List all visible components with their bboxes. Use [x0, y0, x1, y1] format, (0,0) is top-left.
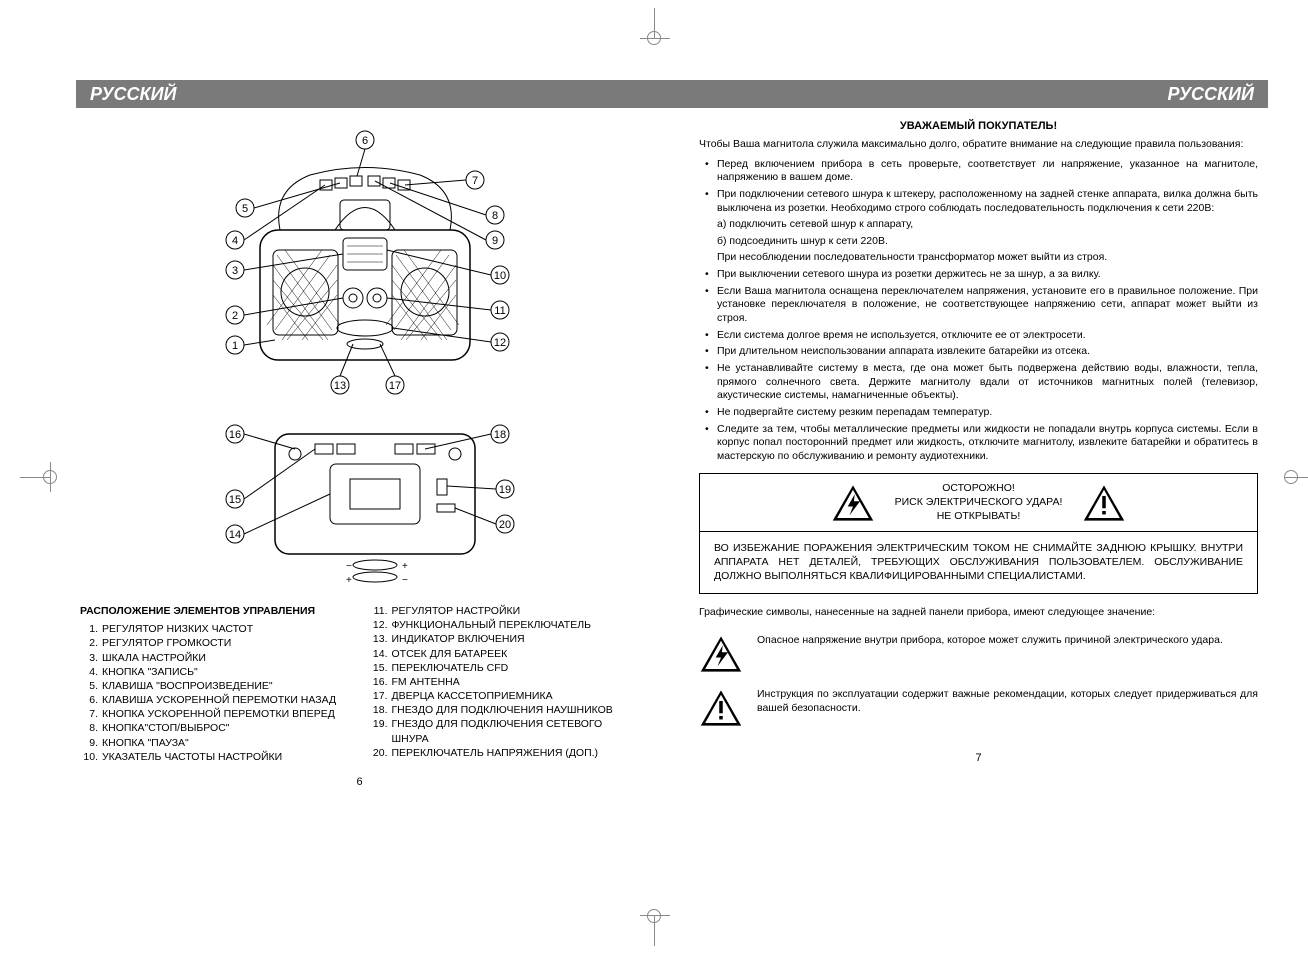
rule-6: При длительном неиспользовании аппарата …: [699, 345, 1258, 359]
ctrl-12: ФУНКЦИОНАЛЬНЫЙ ПЕРЕКЛЮЧАТЕЛЬ: [392, 618, 640, 632]
ctrl-17: ДВЕРЦА КАССЕТОПРИЕМНИКА: [392, 689, 640, 703]
sub-a: а) подключить сетевой шнур к аппарату,: [699, 218, 1258, 232]
svg-text:−: −: [346, 561, 352, 572]
rule-8: Не подвергайте систему резким перепадам …: [699, 406, 1258, 420]
sub-c: При несоблюдении последовательности тран…: [699, 251, 1258, 265]
greeting: УВАЖАЕМЫЙ ПОКУПАТЕЛЬ!: [699, 120, 1258, 132]
crop-circle-left: [43, 470, 57, 484]
ctrl-10: УКАЗАТЕЛЬ ЧАСТОТЫ НАСТРОЙКИ: [102, 750, 350, 764]
ctrl-3: ШКАЛА НАСТРОЙКИ: [102, 651, 350, 665]
page-spread: 1 2 3 4 5 6 7 8: [80, 120, 1258, 924]
svg-text:2: 2: [231, 310, 237, 322]
rules-list-1: Перед включением прибора в сеть проверьт…: [699, 158, 1258, 216]
sub-b: б) подсоединить шнур к сети 220В.: [699, 235, 1258, 249]
ctrl-9: КНОПКА "ПАУЗА": [102, 736, 350, 750]
svg-text:17: 17: [388, 380, 400, 392]
lightning-triangle-icon: [831, 483, 875, 523]
ctrl-18: ГНЕЗДО ДЛЯ ПОДКЛЮЧЕНИЯ НАУШНИКОВ: [392, 703, 640, 717]
svg-text:5: 5: [241, 203, 247, 215]
svg-text:+: +: [346, 575, 352, 586]
rule-5: Если система долгое время не используетс…: [699, 329, 1258, 343]
banner-left: РУССКИЙ: [90, 84, 176, 105]
exclamation-triangle-icon: [699, 688, 743, 728]
rules-list-2: При выключении сетевого шнура из розетки…: [699, 268, 1258, 463]
svg-text:20: 20: [498, 519, 510, 531]
svg-text:12: 12: [493, 337, 505, 349]
ctrl-19: ГНЕЗДО ДЛЯ ПОДКЛЮЧЕНИЯ СЕТЕВОГО ШНУРА: [392, 717, 640, 745]
exclamation-triangle-icon: [1082, 483, 1126, 523]
rule-1: Перед включением прибора в сеть проверьт…: [699, 158, 1258, 185]
svg-text:1: 1: [231, 340, 237, 352]
symbols-intro: Графические символы, нанесенные на задне…: [699, 606, 1258, 620]
warning-bottom-text: ВО ИЗБЕЖАНИЕ ПОРАЖЕНИЯ ЭЛЕКТРИЧЕСКИМ ТОК…: [700, 532, 1257, 593]
crop-circle-right: [1284, 470, 1298, 484]
rule-7: Не устанавливайте систему в места, где о…: [699, 362, 1258, 403]
svg-text:18: 18: [493, 429, 505, 441]
diagram-top: − + + − 14 15 16 18 19 20: [165, 404, 555, 594]
ctrl-20: ПЕРЕКЛЮЧАТЕЛЬ НАПРЯЖЕНИЯ (ДОП.): [392, 746, 640, 760]
svg-text:8: 8: [491, 210, 497, 222]
svg-text:14: 14: [228, 529, 240, 541]
symbol-row-1: Опасное напряжение внутри прибора, котор…: [699, 634, 1258, 674]
svg-text:4: 4: [231, 235, 237, 247]
ctrl-2: РЕГУЛЯТОР ГРОМКОСТИ: [102, 636, 350, 650]
lightning-triangle-icon: [699, 634, 743, 674]
language-banner: РУССКИЙ РУССКИЙ: [76, 80, 1268, 108]
symbol-1-text: Опасное напряжение внутри прибора, котор…: [757, 634, 1258, 648]
page-left: 1 2 3 4 5 6 7 8: [80, 120, 639, 924]
svg-text:9: 9: [491, 235, 497, 247]
svg-text:19: 19: [498, 484, 510, 496]
symbol-row-2: Инструкция по эксплуатации содержит важн…: [699, 688, 1258, 728]
svg-text:16: 16: [228, 429, 240, 441]
svg-text:10: 10: [493, 270, 505, 282]
warning-top-text: ОСТОРОЖНО! РИСК ЭЛЕКТРИЧЕСКОГО УДАРА! НЕ…: [895, 482, 1063, 523]
rule-3: При выключении сетевого шнура из розетки…: [699, 268, 1258, 282]
ctrl-13: ИНДИКАТОР ВКЛЮЧЕНИЯ: [392, 632, 640, 646]
banner-right: РУССКИЙ: [1168, 84, 1254, 105]
diagram-front: 1 2 3 4 5 6 7 8: [165, 120, 555, 400]
rule-4: Если Ваша магнитола оснащена переключате…: [699, 285, 1258, 326]
ctrl-11: РЕГУЛЯТОР НАСТРОЙКИ: [392, 604, 640, 618]
svg-text:+: +: [402, 561, 408, 572]
rule-9: Следите за тем, чтобы металлические пред…: [699, 423, 1258, 464]
intro-text: Чтобы Ваша магнитола служила максимально…: [699, 138, 1258, 152]
svg-text:−: −: [402, 575, 408, 586]
ctrl-8: КНОПКА"СТОП/ВЫБРОС": [102, 721, 350, 735]
svg-text:15: 15: [228, 494, 240, 506]
ctrl-6: КЛАВИША УСКОРЕННОЙ ПЕРЕМОТКИ НАЗАД: [102, 693, 350, 707]
svg-text:6: 6: [361, 135, 367, 147]
page-number-left: 6: [80, 776, 639, 788]
page-number-right: 7: [699, 752, 1258, 764]
ctrl-1: РЕГУЛЯТОР НИЗКИХ ЧАСТОТ: [102, 622, 350, 636]
controls-heading: РАСПОЛОЖЕНИЕ ЭЛЕМЕНТОВ УПРАВЛЕНИЯ: [80, 604, 350, 618]
ctrl-7: КНОПКА УСКОРЕННОЙ ПЕРЕМОТКИ ВПЕРЕД: [102, 707, 350, 721]
symbol-2-text: Инструкция по эксплуатации содержит важн…: [757, 688, 1258, 715]
svg-text:3: 3: [231, 265, 237, 277]
ctrl-14: ОТСЕК ДЛЯ БАТАРЕЕК: [392, 647, 640, 661]
page-right: УВАЖАЕМЫЙ ПОКУПАТЕЛЬ! Чтобы Ваша магнито…: [699, 120, 1258, 924]
ctrl-4: КНОПКА "ЗАПИСЬ": [102, 665, 350, 679]
crop-circle-top: [647, 31, 661, 45]
svg-text:7: 7: [471, 175, 477, 187]
warning-box: ОСТОРОЖНО! РИСК ЭЛЕКТРИЧЕСКОГО УДАРА! НЕ…: [699, 473, 1258, 594]
controls-list: РАСПОЛОЖЕНИЕ ЭЛЕМЕНТОВ УПРАВЛЕНИЯ 1.РЕГУ…: [80, 604, 639, 764]
ctrl-5: КЛАВИША "ВОСПРОИЗВЕДЕНИЕ": [102, 679, 350, 693]
ctrl-16: FM АНТЕННА: [392, 675, 640, 689]
rule-2: При подключении сетевого шнура к штекеру…: [699, 188, 1258, 215]
svg-text:11: 11: [494, 305, 505, 317]
ctrl-15: ПЕРЕКЛЮЧАТЕЛЬ CFD: [392, 661, 640, 675]
svg-text:13: 13: [333, 380, 345, 392]
